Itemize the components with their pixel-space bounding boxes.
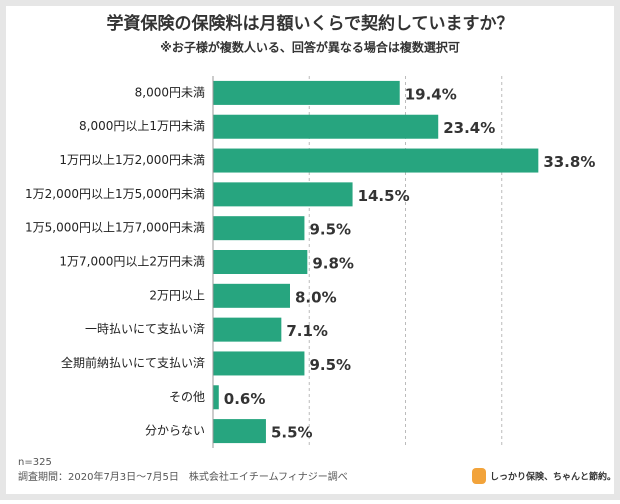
value-label: 0.6% [224, 390, 266, 408]
panel [6, 6, 614, 494]
bar [213, 216, 305, 241]
value-label: 33.8% [543, 153, 595, 171]
value-label: 9.8% [312, 255, 354, 273]
y-tick-label: 1万円以上1万2,000円未満 [59, 153, 205, 167]
bar [213, 148, 539, 173]
bar [213, 283, 290, 308]
value-label: 7.1% [286, 322, 328, 340]
bar [213, 419, 266, 444]
value-label: 9.5% [309, 356, 351, 374]
y-tick-label: 一時払いにて支払い済 [85, 321, 205, 336]
value-label: 9.5% [309, 221, 351, 239]
y-tick-label: 8,000円以上1万円未満 [79, 119, 205, 133]
y-tick-label: 2万円以上 [149, 288, 205, 302]
chart-subtitle: ※お子様が複数人いる、回答が異なる場合は複数選択可 [160, 40, 460, 55]
chart-title: 学資保険の保険料は月額いくらで契約していますか？ [107, 13, 514, 34]
y-tick-label: 8,000円未満 [135, 85, 205, 99]
value-label: 14.5% [358, 187, 410, 205]
note: n=325 [18, 457, 52, 468]
y-tick-label: 1万5,000円以上1万7,000円未満 [25, 221, 205, 235]
bar [213, 182, 353, 207]
note: 調査期間：2020年7月3日～7月5日 株式会社エイチームフィナジー調べ [18, 470, 348, 483]
bar [213, 250, 308, 274]
y-tick-label: その他 [169, 390, 205, 404]
logo-text: しっかり保険、ちゃんと節約。 [490, 471, 616, 483]
value-label: 19.4% [405, 85, 457, 103]
value-label: 23.4% [443, 119, 495, 137]
y-tick-label: 分からない [145, 424, 205, 438]
bar [213, 351, 305, 376]
bar [213, 114, 439, 139]
y-tick-label: 全期前納払いにて支払い済 [61, 355, 205, 370]
bar [213, 317, 282, 342]
value-label: 5.5% [271, 424, 313, 442]
y-tick-label: 1万7,000円以上2万円未満 [59, 255, 205, 269]
bar [213, 80, 400, 105]
bar [213, 385, 219, 410]
value-label: 8.0% [295, 288, 337, 306]
y-tick-label: 1万2,000円以上1万5,000円未満 [25, 187, 205, 201]
logo-icon [472, 468, 486, 484]
